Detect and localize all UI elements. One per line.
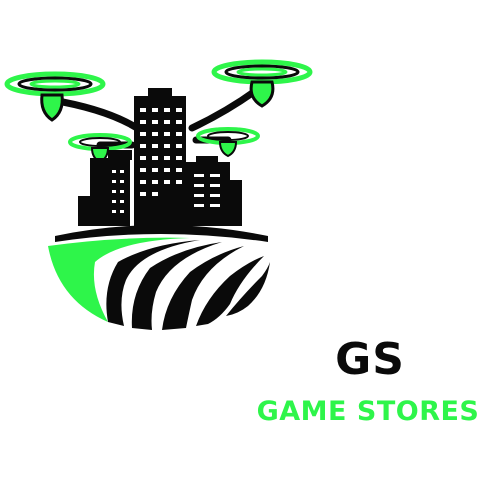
field-ground: [48, 225, 270, 330]
rotor-mid-right: [196, 127, 260, 158]
brand-tagline: GAME STORES: [256, 396, 480, 427]
rotor-top-left: [4, 71, 106, 122]
brand-name: GS: [335, 334, 405, 385]
building-windows: [112, 108, 220, 213]
rotor-top-right: [211, 59, 313, 108]
